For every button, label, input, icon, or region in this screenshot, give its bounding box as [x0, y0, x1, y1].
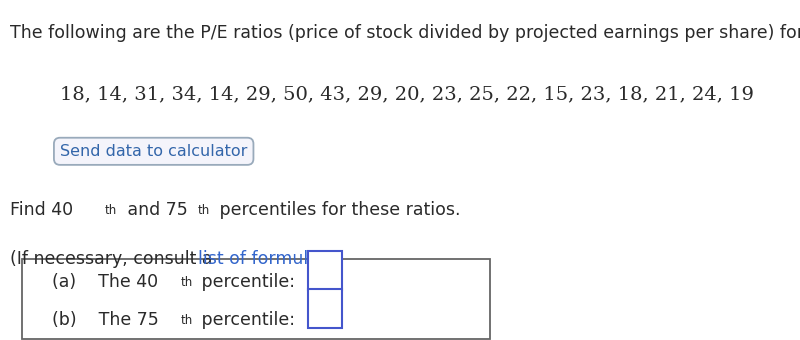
FancyBboxPatch shape	[308, 289, 342, 328]
Text: (If necessary, consult a: (If necessary, consult a	[10, 250, 218, 268]
Text: 18, 14, 31, 34, 14, 29, 50, 43, 29, 20, 23, 25, 22, 15, 23, 18, 21, 24, 19: 18, 14, 31, 34, 14, 29, 50, 43, 29, 20, …	[60, 85, 754, 103]
Text: list of formulas: list of formulas	[198, 250, 328, 268]
Text: The following are the P/E ratios (price of stock divided by projected earnings p: The following are the P/E ratios (price …	[10, 24, 800, 42]
Text: th: th	[181, 314, 193, 327]
Text: (a)    The 40: (a) The 40	[52, 273, 158, 291]
Text: and 75: and 75	[122, 201, 187, 219]
Text: (b)    The 75: (b) The 75	[52, 311, 158, 329]
Text: th: th	[181, 276, 193, 289]
Text: percentile:: percentile:	[196, 311, 295, 329]
Text: Find 40: Find 40	[10, 201, 74, 219]
FancyBboxPatch shape	[22, 259, 490, 339]
Text: .): .)	[198, 250, 210, 268]
Text: Send data to calculator: Send data to calculator	[60, 144, 247, 159]
Text: .): .)	[319, 250, 331, 268]
Text: percentile:: percentile:	[196, 273, 295, 291]
Text: percentiles for these ratios.: percentiles for these ratios.	[214, 201, 461, 219]
FancyBboxPatch shape	[308, 251, 342, 290]
Text: th: th	[198, 204, 210, 217]
Text: th: th	[105, 204, 117, 217]
